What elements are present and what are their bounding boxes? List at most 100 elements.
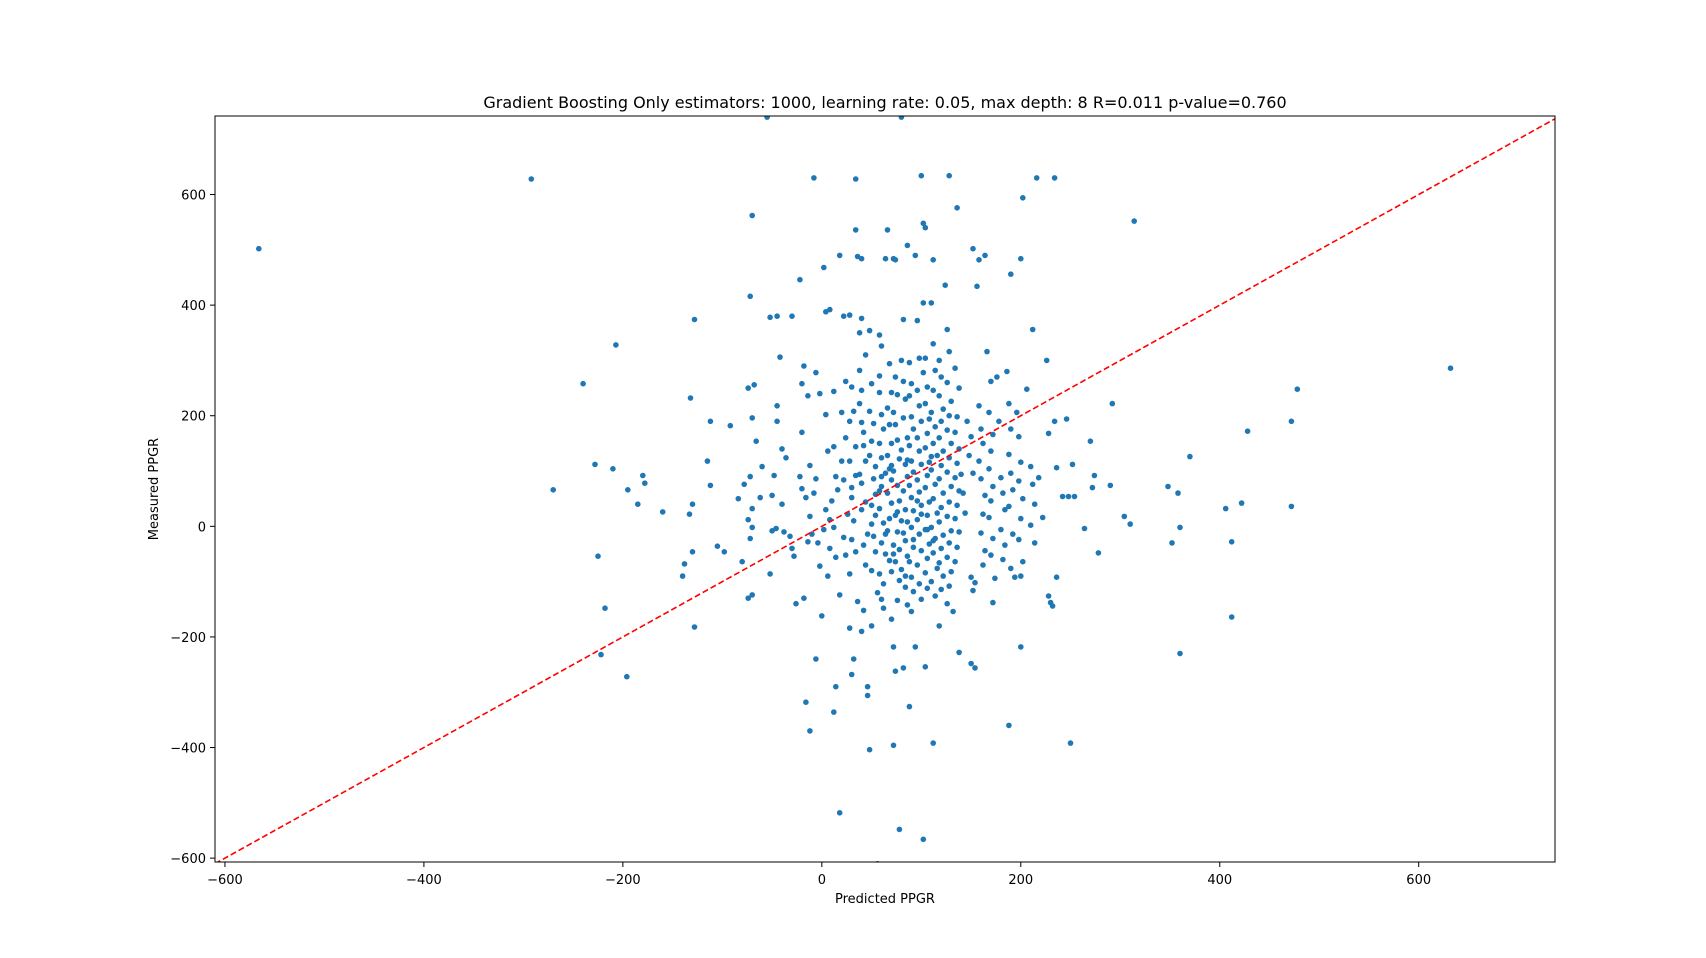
y-axis-label: Measured PPGR: [147, 438, 162, 540]
data-point: [980, 511, 986, 517]
data-point: [898, 447, 905, 453]
data-point: [906, 359, 913, 366]
data-point: [890, 542, 897, 548]
data-point: [1004, 368, 1010, 375]
data-point: [888, 389, 895, 396]
data-point: [948, 568, 954, 575]
data-point: [805, 539, 811, 545]
data-point: [797, 473, 803, 480]
data-point: [934, 565, 940, 572]
data-point: [707, 418, 714, 425]
data-point: [846, 625, 853, 631]
data-point: [791, 553, 797, 559]
x-tick-label: 200: [1008, 873, 1033, 888]
data-point: [848, 671, 855, 678]
data-point: [848, 484, 855, 491]
data-point: [976, 257, 982, 263]
data-point: [864, 683, 871, 690]
data-point: [930, 537, 936, 544]
data-point: [878, 483, 885, 490]
data-point: [779, 501, 785, 508]
data-point: [774, 403, 780, 409]
data-point: [956, 529, 962, 535]
data-point: [1018, 255, 1024, 262]
data-point: [972, 579, 978, 586]
data-point: [976, 458, 982, 464]
data-point: [946, 348, 952, 355]
data-point: [1020, 195, 1026, 201]
data-point: [936, 623, 942, 629]
data-point: [888, 440, 895, 447]
data-point: [846, 418, 853, 425]
data-point: [918, 511, 925, 517]
data-point: [1107, 482, 1114, 489]
data-point: [707, 482, 714, 489]
data-point: [980, 440, 986, 447]
x-tick-label: 600: [1406, 873, 1431, 888]
data-point: [990, 483, 996, 490]
plot-frame: [214, 115, 1556, 863]
data-point: [613, 342, 619, 348]
data-point: [946, 499, 952, 505]
data-point: [1008, 271, 1014, 278]
data-point: [878, 411, 885, 418]
data-point: [922, 570, 929, 576]
data-point: [962, 510, 968, 516]
data-point: [918, 596, 925, 603]
data-point: [774, 418, 780, 425]
data-point: [930, 550, 936, 556]
data-point: [940, 573, 946, 579]
data-point: [926, 459, 933, 466]
data-point: [872, 549, 879, 555]
data-point: [932, 593, 938, 599]
data-point: [990, 431, 996, 438]
data-point: [1016, 478, 1022, 484]
data-point: [936, 560, 942, 566]
data-point: [1014, 409, 1020, 416]
data-point: [954, 414, 960, 420]
data-point: [916, 531, 923, 537]
y-tick-label: −200: [170, 631, 206, 646]
data-point: [902, 461, 909, 468]
data-point: [759, 463, 765, 470]
data-point: [1010, 531, 1016, 537]
data-point: [827, 545, 833, 552]
data-point: [868, 438, 875, 445]
data-point: [749, 212, 755, 219]
data-point: [1244, 428, 1251, 435]
data-point: [1294, 386, 1301, 393]
data-point: [789, 545, 795, 552]
data-point: [922, 664, 929, 670]
data-point: [906, 442, 913, 449]
data-point: [854, 598, 861, 605]
data-point: [819, 613, 825, 619]
data-point: [864, 692, 871, 699]
chart-title: Gradient Boosting Only estimators: 1000,…: [483, 93, 1286, 112]
data-point: [747, 535, 753, 542]
data-point: [924, 585, 931, 592]
data-point: [920, 836, 927, 843]
data-point: [825, 573, 831, 579]
y-tick-label: −600: [170, 852, 206, 867]
data-point: [954, 502, 960, 509]
data-point: [1020, 558, 1026, 565]
data-point: [842, 552, 849, 558]
data-point: [944, 379, 950, 386]
data-point: [848, 536, 855, 543]
data-point: [908, 608, 915, 615]
data-point: [779, 446, 785, 452]
data-point: [1035, 474, 1042, 481]
data-point: [910, 469, 917, 475]
data-point: [1006, 722, 1012, 729]
data-point: [924, 512, 931, 519]
data-point: [984, 348, 990, 355]
data-point: [1006, 400, 1012, 407]
data-point: [860, 607, 867, 614]
data-point: [840, 534, 847, 541]
data-point: [938, 504, 944, 511]
data-point: [689, 549, 696, 555]
data-point: [602, 605, 608, 611]
data-point: [900, 378, 907, 385]
data-point: [878, 343, 885, 349]
